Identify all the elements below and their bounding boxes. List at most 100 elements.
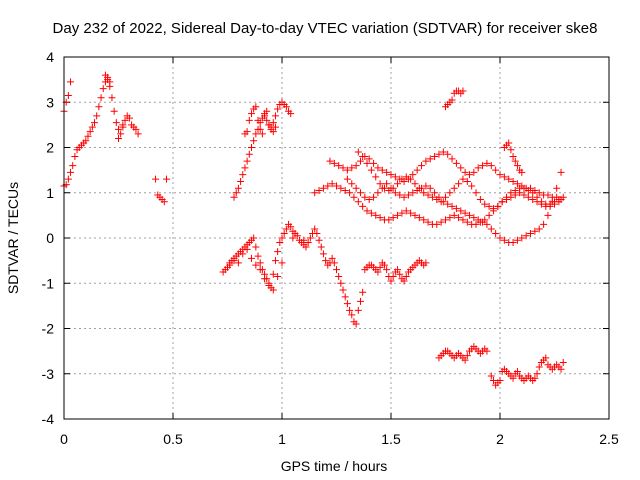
data-point	[463, 352, 471, 360]
data-point	[108, 94, 116, 102]
data-point	[442, 193, 449, 201]
data-point	[330, 159, 338, 167]
data-point	[400, 193, 408, 201]
data-point	[341, 186, 349, 194]
data-point	[376, 180, 384, 188]
data-point	[271, 123, 279, 131]
data-point	[67, 168, 75, 176]
data-point	[496, 234, 504, 242]
data-point	[470, 168, 478, 176]
data-point	[385, 186, 393, 194]
data-point	[448, 155, 456, 163]
data-point	[509, 374, 517, 382]
data-point	[333, 182, 340, 190]
data-point	[134, 130, 142, 138]
data-point	[359, 153, 367, 161]
data-point	[115, 125, 122, 133]
data-point	[372, 211, 380, 219]
data-point	[385, 216, 393, 224]
data-point	[348, 164, 356, 172]
data-point	[64, 91, 72, 99]
data-point	[400, 277, 408, 285]
data-point	[415, 184, 423, 192]
data-point	[337, 184, 345, 192]
data-point	[452, 205, 460, 213]
data-point	[326, 157, 334, 165]
data-point	[356, 157, 364, 165]
data-point	[513, 367, 521, 375]
data-point	[524, 193, 532, 201]
data-point	[544, 211, 552, 219]
data-point	[278, 234, 286, 242]
data-point	[476, 196, 484, 204]
data-point	[557, 365, 565, 373]
data-point	[544, 191, 552, 199]
data-point	[239, 171, 247, 179]
data-point	[282, 225, 290, 233]
data-point	[269, 270, 277, 278]
data-point	[533, 370, 541, 378]
data-point	[350, 193, 358, 201]
data-point	[537, 198, 545, 206]
x-tick-label: 0	[60, 431, 68, 447]
data-point	[509, 177, 517, 185]
data-point	[411, 211, 419, 219]
data-point	[444, 200, 452, 208]
y-tick-label: -4	[42, 411, 55, 427]
data-point	[551, 200, 558, 208]
data-point	[387, 277, 395, 285]
data-point	[383, 180, 391, 188]
data-point	[254, 116, 262, 124]
data-point	[352, 162, 360, 170]
x-tick-label: 0.5	[163, 431, 183, 447]
data-point	[376, 263, 384, 271]
data-point	[459, 175, 467, 183]
data-point	[302, 243, 310, 251]
data-point	[271, 112, 279, 120]
data-point	[374, 164, 382, 172]
data-point	[252, 103, 260, 111]
y-tick-label: 2	[46, 140, 54, 156]
data-point	[239, 250, 247, 258]
data-point	[500, 236, 508, 244]
data-point	[315, 236, 323, 244]
data-point	[492, 166, 500, 174]
data-point	[280, 229, 288, 237]
data-point	[335, 162, 343, 170]
data-point	[483, 220, 491, 228]
data-point	[513, 162, 521, 170]
data-point	[313, 229, 321, 237]
data-point	[426, 155, 434, 163]
data-point	[335, 272, 343, 280]
data-point	[511, 186, 519, 194]
data-point	[487, 225, 495, 233]
data-point	[461, 168, 469, 176]
data-point	[494, 202, 502, 210]
data-point	[343, 175, 351, 183]
data-point	[354, 148, 362, 156]
data-point	[474, 216, 482, 224]
data-point	[424, 191, 432, 199]
data-point	[380, 261, 388, 269]
data-point	[343, 166, 351, 174]
data-point	[402, 207, 410, 215]
data-point	[503, 193, 511, 201]
data-point	[509, 153, 517, 161]
data-point	[346, 189, 354, 197]
data-point	[513, 180, 521, 188]
data-point	[256, 125, 264, 133]
data-point	[433, 196, 441, 204]
data-point	[553, 184, 561, 192]
data-point	[409, 171, 417, 179]
data-point	[95, 103, 103, 111]
data-point	[274, 248, 282, 256]
data-point	[121, 116, 129, 124]
data-point	[99, 85, 107, 93]
data-point	[319, 184, 327, 192]
data-point	[474, 164, 482, 172]
data-point	[424, 218, 432, 226]
data-point	[352, 184, 360, 192]
data-point	[489, 205, 497, 213]
data-point	[391, 173, 399, 181]
data-point	[234, 184, 242, 192]
